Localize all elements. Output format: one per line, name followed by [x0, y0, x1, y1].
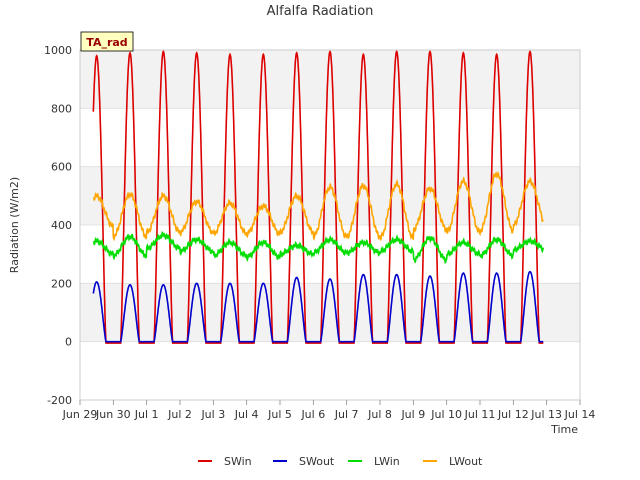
x-tick-label: Jun 30	[95, 408, 131, 421]
legend-label: SWout	[299, 455, 335, 468]
legend: SWin SWout LWin LWout	[198, 455, 483, 468]
x-tick-label: Jul 6	[300, 408, 325, 421]
y-tick-label: 200	[51, 277, 72, 290]
y-tick-label: 600	[51, 161, 72, 174]
grid-band	[80, 50, 580, 109]
series-layer	[92, 49, 545, 344]
series-line-lwout	[92, 171, 544, 242]
y-axis: -200 0 200 400 600 800 1000	[44, 44, 72, 407]
legend-label: SWin	[224, 455, 252, 468]
y-axis-label: Radiation (W/m2)	[8, 177, 21, 273]
y-tick-label: 800	[51, 102, 72, 115]
y-tick-label: 0	[65, 336, 72, 349]
x-tick-label: Jul 7	[334, 408, 359, 421]
x-tick-label: Jul 13	[530, 408, 562, 421]
x-tick-label: Jul 3	[200, 408, 225, 421]
chart-title: Alfalfa Radiation	[267, 4, 374, 19]
x-tick-label: Jul 2	[167, 408, 192, 421]
x-tick-label: Jun 29	[62, 408, 98, 421]
grid-band	[80, 283, 580, 342]
legend-label: LWin	[374, 455, 400, 468]
legend-label: LWout	[449, 455, 483, 468]
y-tick-label: 1000	[44, 44, 72, 57]
x-tick-label: Jul 8	[367, 408, 392, 421]
y-tick-label: 400	[51, 219, 72, 232]
x-tick-label: Jul 12	[497, 408, 529, 421]
annotation-label: TA_rad	[86, 36, 127, 49]
series-line-swin	[92, 49, 544, 344]
plot-frame	[79, 49, 581, 401]
x-tick-label: Jul 1	[134, 408, 159, 421]
x-tick-label: Jul 9	[400, 408, 425, 421]
annotation-box: TA_rad	[80, 31, 134, 52]
x-axis-label: Time	[550, 423, 578, 436]
x-tick-label: Jul 11	[464, 408, 496, 421]
series-line-swout	[92, 270, 544, 343]
x-tick-label: Jul 10	[430, 408, 462, 421]
y-tick-label: -200	[47, 394, 72, 407]
x-tick-label: Jul 14	[564, 408, 596, 421]
x-tick-label: Jul 4	[234, 408, 259, 421]
series-line-lwin	[92, 230, 545, 264]
x-tick-label: Jul 5	[267, 408, 292, 421]
